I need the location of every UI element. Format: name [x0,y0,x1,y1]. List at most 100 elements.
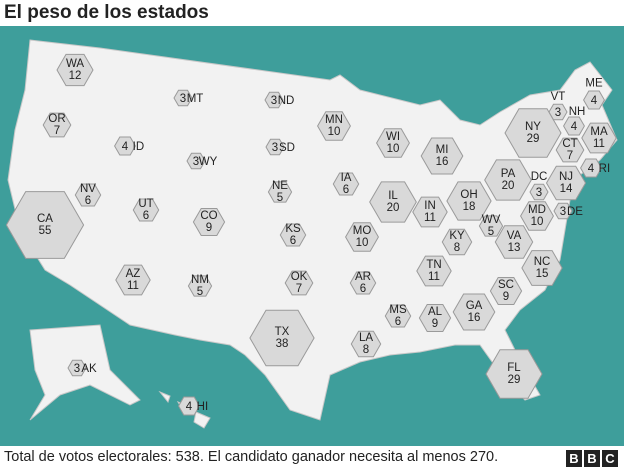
state-hex [529,183,549,201]
state-hex [267,181,293,203]
state-code: NH [569,106,586,118]
state-code: AL [428,306,443,318]
state-code: MT [187,93,204,105]
state-hex [42,112,72,138]
state-code: FL [507,362,521,374]
state-hex [114,136,136,156]
state-hex [478,215,504,237]
state-votes: 3 [193,156,199,168]
state-code: CT [562,138,577,150]
state-hex [317,111,351,141]
state-code: CA [37,213,53,225]
state-hex [187,275,213,297]
state-code: VA [507,230,522,242]
state-hex [545,165,587,201]
state-votes: 10 [387,143,400,155]
state-votes: 3 [271,95,277,107]
title: El peso de los estados [4,2,209,23]
state-code: MI [436,144,449,156]
state-hex [489,277,523,305]
state-hex [376,128,410,158]
footer: Total de votos electorales: 538. El cand… [4,449,499,465]
state-votes: 11 [593,138,605,150]
state-votes: 16 [468,312,481,324]
state-hex [369,181,417,223]
state-code: WA [66,58,84,70]
state-votes: 5 [488,226,494,238]
state-code: UT [138,198,153,210]
state-votes: 11 [424,212,436,224]
state-votes: 6 [360,283,366,295]
state-code: WI [386,131,400,143]
state-code: CO [200,210,217,222]
state-votes: 7 [54,125,60,137]
state-code: WY [199,156,218,168]
state-votes: 4 [571,121,578,133]
state-code: HI [197,401,209,413]
state-hex [416,255,452,287]
state-hex [583,90,605,110]
state-code: LA [359,332,373,344]
state-votes: 14 [560,183,573,195]
state-votes: 8 [363,344,369,356]
state-votes: 6 [290,235,296,247]
state-hex [186,152,206,170]
state-votes: 9 [432,318,438,330]
state-code: TN [426,259,441,271]
state-code: DE [567,206,583,218]
state-hex [178,396,200,416]
state-hex [332,172,360,196]
state-votes: 29 [508,374,521,386]
state-hex [173,89,193,107]
state-hex [580,158,602,178]
state-hex [265,138,285,156]
state-hex [420,137,464,175]
state-code: KS [285,223,301,235]
state-code: NY [525,121,541,133]
state-hex [264,91,284,109]
state-votes: 3 [180,93,186,105]
state-votes: 38 [276,338,289,350]
state-code: ME [585,78,603,90]
state-hex [56,53,94,87]
state-votes: 11 [127,280,139,292]
state-votes: 5 [197,286,203,298]
state-code: NJ [559,171,573,183]
state-hex [521,250,563,286]
state-votes: 6 [85,195,91,207]
state-hex [484,159,532,201]
state-votes: 8 [454,242,460,254]
state-hex [548,103,568,121]
state-code: AZ [126,268,141,280]
state-code: ND [278,95,295,107]
state-code: MN [325,114,343,126]
state-votes: 12 [69,70,82,82]
state-votes: 4 [588,163,595,175]
state-votes: 3 [555,107,561,119]
logo-letter: B [584,450,600,467]
state-votes: 3 [560,206,566,218]
state-votes: 3 [536,187,542,199]
state-code: VT [551,91,566,103]
state-hex [563,116,585,136]
state-hex [555,137,585,163]
state-hex [115,264,151,296]
state-hex [284,270,314,296]
state-code: ID [133,141,145,153]
state-votes: 6 [395,316,401,328]
state-hex [279,223,307,247]
state-hex [581,122,617,154]
state-code: NV [80,183,96,195]
state-hex [192,208,226,236]
state-hex [446,181,492,221]
state-votes: 11 [428,271,440,283]
state-votes: 6 [343,184,349,196]
logo-letter: B [566,450,582,467]
state-code: OH [460,189,477,201]
state-hex [349,271,377,295]
state-votes: 10 [328,126,341,138]
state-votes: 3 [74,363,80,375]
state-hex [384,304,412,328]
